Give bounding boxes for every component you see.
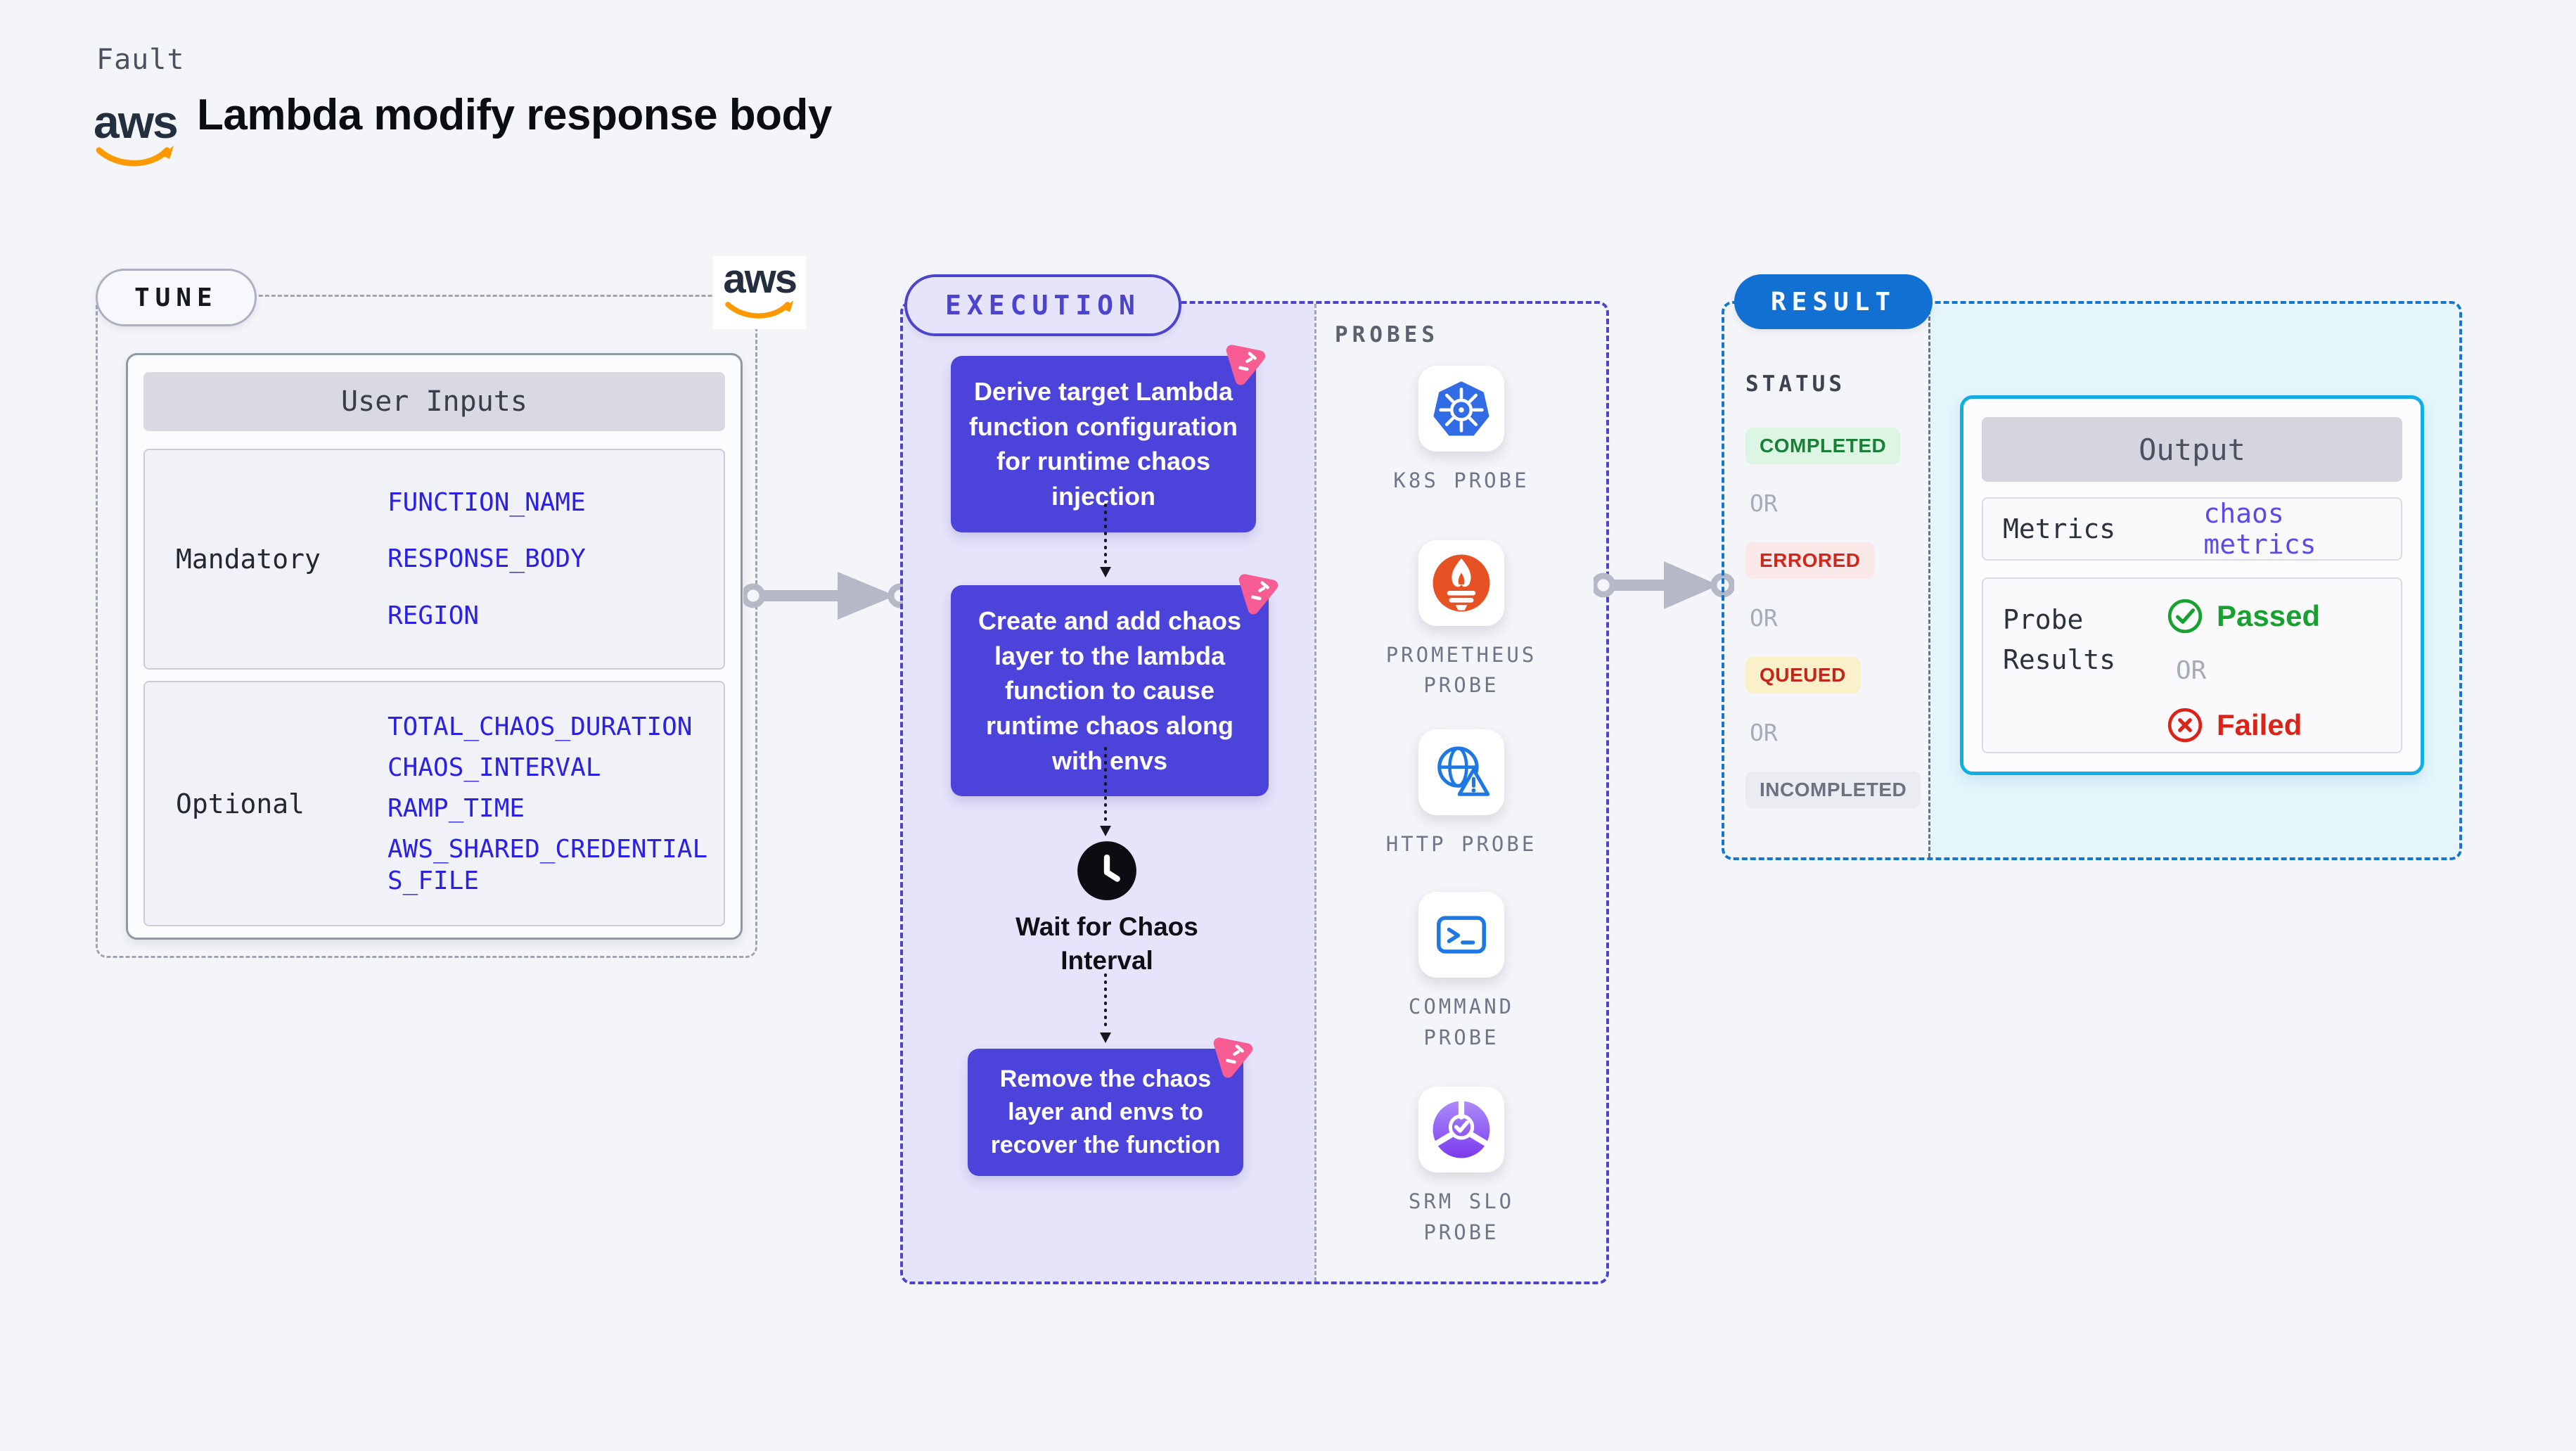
check-circle-icon bbox=[2167, 599, 2203, 634]
execution-step-1: Derive target Lambda function configurat… bbox=[951, 345, 1266, 532]
execution-step-2: Create and add chaos layer to the lambda… bbox=[951, 574, 1279, 797]
list-item-http-probe: HTTP PROBE bbox=[1386, 729, 1537, 860]
step-text: Remove the chaos layer and envs to recov… bbox=[990, 1066, 1221, 1158]
status-badge-completed: COMPLETED bbox=[1745, 428, 1901, 464]
param-value: RESPONSE_BODY bbox=[387, 544, 586, 574]
table-row-metrics: Metrics chaos metrics bbox=[1982, 497, 2402, 561]
fault-eyebrow-label: Fault bbox=[96, 44, 185, 76]
list-item-k8s-probe: K8S PROBE bbox=[1393, 366, 1529, 497]
chaos-icon bbox=[1238, 574, 1279, 615]
terminal-icon bbox=[1437, 916, 1486, 954]
probe-list: K8S PROBE PROMETHEUS PROBE bbox=[1316, 304, 1606, 1248]
page-title: Lambda modify response body bbox=[197, 91, 832, 139]
aws-logo-text: aws bbox=[94, 96, 179, 148]
aws-logo-text: aws bbox=[723, 256, 797, 302]
probe-results-values: Passed OR Failed bbox=[2166, 579, 2320, 752]
probe-icon-card bbox=[1418, 366, 1504, 452]
status-badge-incompleted: INCOMPLETED bbox=[1745, 772, 1921, 808]
probe-label: HTTP PROBE bbox=[1385, 831, 1537, 856]
table-row-mandatory: Mandatory FUNCTION_NAME RESPONSE_BODY RE… bbox=[143, 449, 725, 670]
or-label: OR bbox=[1750, 490, 1778, 517]
row-label: Mandatory bbox=[176, 544, 321, 575]
param-value: TOTAL_CHAOS_DURATION bbox=[387, 712, 693, 741]
tune-badge: TUNE bbox=[96, 269, 257, 326]
dotted-connector-arrow bbox=[1100, 747, 1111, 836]
probe-results-label: Probe Results bbox=[2003, 604, 2116, 675]
result-output-panel: Output Metrics chaos metrics Probe Resul… bbox=[1928, 304, 2459, 857]
x-circle-icon bbox=[2167, 708, 2203, 743]
dotted-connector-arrow bbox=[1100, 973, 1111, 1043]
probe-icon-card bbox=[1418, 539, 1504, 626]
list-item-prometheus-probe: PROMETHEUS PROBE bbox=[1373, 539, 1549, 701]
probe-result-failed: Failed bbox=[2166, 706, 2320, 744]
dotted-connector-arrow bbox=[1100, 504, 1111, 577]
result-badge: RESULT bbox=[1734, 274, 1933, 329]
aws-logo-tune: aws bbox=[713, 256, 806, 329]
param-value: RAMP_TIME bbox=[387, 793, 525, 823]
probe-label: SRM SLO PROBE bbox=[1408, 1189, 1515, 1244]
probe-label: COMMAND PROBE bbox=[1408, 995, 1515, 1049]
user-inputs-header: User Inputs bbox=[143, 372, 725, 431]
or-label: OR bbox=[1750, 604, 1778, 632]
flow-arrow-tune-to-execution bbox=[743, 572, 912, 620]
step-text: Create and add chaos layer to the lambda… bbox=[978, 606, 1242, 775]
row-label: Optional bbox=[176, 788, 305, 819]
mandatory-param-list: FUNCTION_NAME RESPONSE_BODY REGION bbox=[387, 450, 724, 668]
result-section: RESULT STATUS COMPLETED OR ERRORED OR QU… bbox=[1722, 274, 2462, 860]
metrics-value: chaos metrics bbox=[2203, 498, 2317, 560]
execution-steps-panel: Derive target Lambda function configurat… bbox=[903, 304, 1314, 1281]
probes-label: PROBES bbox=[1335, 322, 1439, 347]
table-row-optional: Optional TOTAL_CHAOS_DURATION CHAOS_INTE… bbox=[143, 681, 725, 926]
status-column: STATUS COMPLETED OR ERRORED OR QUEUED OR… bbox=[1724, 304, 1928, 857]
aws-logo: aws bbox=[94, 96, 179, 170]
param-value: CHAOS_INTERVAL bbox=[387, 753, 601, 782]
probe-icon-card bbox=[1418, 1087, 1504, 1172]
http-globe-warning-icon bbox=[1437, 746, 1490, 796]
execution-badge: EXECUTION bbox=[904, 274, 1181, 336]
step-text: Derive target Lambda function configurat… bbox=[969, 377, 1238, 511]
param-value: REGION bbox=[387, 601, 480, 631]
table-row-probe-results: Probe Results Passed OR bbox=[1982, 577, 2402, 753]
probe-icon-card bbox=[1418, 892, 1504, 978]
execution-step-3: Remove the chaos layer and envs to recov… bbox=[968, 1037, 1253, 1176]
passed-label: Passed bbox=[2217, 599, 2321, 632]
probe-label: K8S PROBE bbox=[1393, 468, 1530, 492]
list-item-command-probe: COMMAND PROBE bbox=[1373, 892, 1549, 1053]
clock-icon bbox=[1077, 841, 1136, 900]
execution-section: EXECUTION Derive target Lambda function … bbox=[900, 274, 1609, 1284]
chaos-icon bbox=[1226, 345, 1266, 385]
list-item-srm-slo-probe: SRM SLO PROBE bbox=[1373, 1087, 1549, 1248]
param-value: AWS_SHARED_CREDENTIALS_FILE bbox=[387, 834, 708, 895]
output-header: Output bbox=[1982, 417, 2402, 482]
flow-arrow-execution-to-result bbox=[1594, 561, 1734, 609]
output-card: Output Metrics chaos metrics Probe Resul… bbox=[1960, 395, 2424, 775]
metrics-label: Metrics bbox=[2003, 513, 2116, 544]
user-inputs-table: User Inputs Mandatory FUNCTION_NAME RESP… bbox=[126, 353, 743, 940]
wait-step-label: Wait for Chaos Interval bbox=[1015, 912, 1198, 976]
tune-section: TUNE aws User Inputs Mandatory FUNCTION_… bbox=[96, 256, 806, 958]
or-label: OR bbox=[1750, 719, 1778, 746]
prometheus-icon bbox=[1433, 554, 1490, 611]
chaos-icon bbox=[1213, 1037, 1253, 1078]
probe-label: PROMETHEUS PROBE bbox=[1385, 642, 1537, 698]
probes-panel: PROBES bbox=[1314, 304, 1606, 1281]
probe-result-passed: Passed bbox=[2166, 597, 2320, 635]
status-label: STATUS bbox=[1745, 371, 1845, 397]
failed-label: Failed bbox=[2217, 708, 2302, 741]
status-badge-errored: ERRORED bbox=[1745, 542, 1875, 579]
srm-slo-icon bbox=[1433, 1098, 1490, 1158]
kubernetes-icon bbox=[1433, 381, 1489, 436]
aws-smile-icon bbox=[725, 300, 794, 319]
probe-icon-card bbox=[1418, 729, 1504, 815]
aws-smile-icon bbox=[96, 145, 174, 167]
status-badge-queued: QUEUED bbox=[1745, 657, 1860, 693]
optional-param-list: TOTAL_CHAOS_DURATION CHAOS_INTERVAL RAMP… bbox=[387, 682, 724, 925]
param-value: FUNCTION_NAME bbox=[387, 487, 586, 517]
or-label: OR bbox=[2176, 656, 2207, 685]
